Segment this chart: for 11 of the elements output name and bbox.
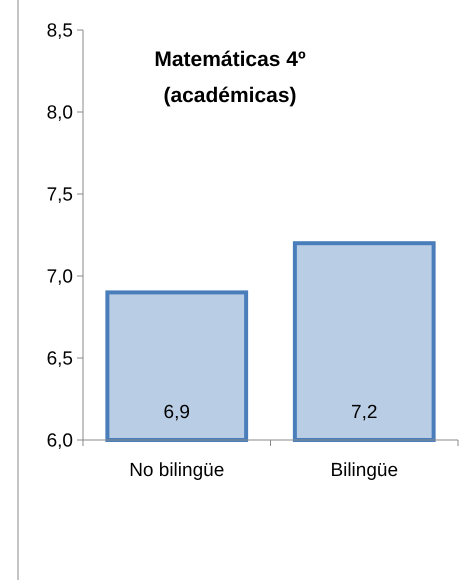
y-tick-label: 8,0 bbox=[46, 102, 73, 124]
x-tick-label: Bilingüe bbox=[330, 460, 398, 481]
y-tick-label: 8,5 bbox=[46, 20, 73, 42]
y-tick-label: 6,5 bbox=[46, 348, 73, 370]
y-tick-label: 7,0 bbox=[46, 266, 73, 288]
y-tick-label: 7,5 bbox=[46, 184, 73, 206]
text: Matemáticas 4º (académicas) bbox=[154, 48, 306, 107]
x-tick-label: No bilingüe bbox=[129, 460, 224, 481]
data-label: 7,2 bbox=[351, 402, 378, 423]
data-label: 6,9 bbox=[164, 402, 190, 423]
y-tick-label: 6,0 bbox=[46, 430, 73, 452]
